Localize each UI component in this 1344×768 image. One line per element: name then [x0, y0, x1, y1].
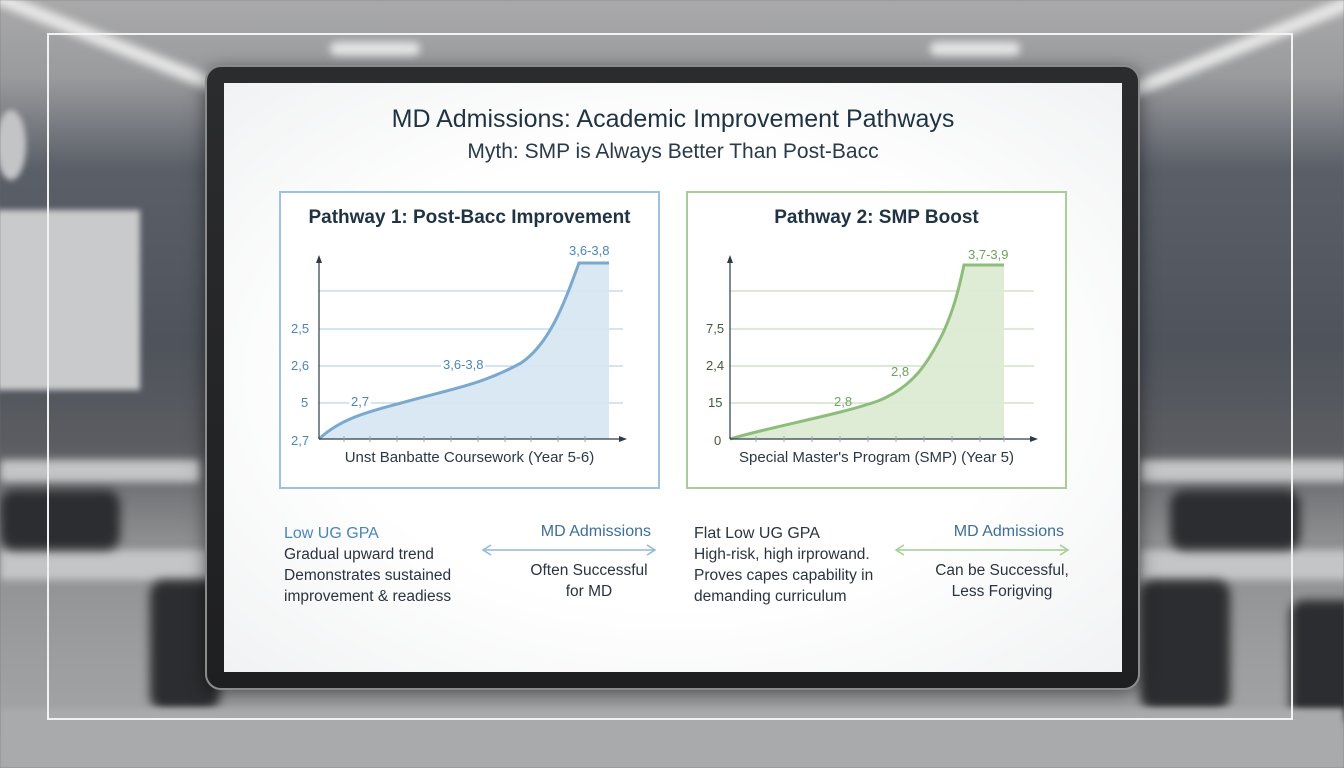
desk [0, 460, 200, 482]
data-annotation: 3,7-3,9 [968, 247, 1009, 262]
ceiling-light [330, 42, 420, 56]
pathway-2-outcome: MD Admissions Can be Successful, Less Fo… [892, 523, 1072, 602]
chair [1170, 490, 1300, 550]
data-annotation: 2,8 [834, 394, 853, 409]
y-tick-label: 2,6 [291, 358, 310, 373]
description-line: improvement & readiess [284, 588, 452, 605]
y-tick-label: 7,5 [706, 321, 725, 336]
y-tick-label: 15 [708, 395, 723, 410]
slide-screen: MD Admissions: Academic Improvement Path… [224, 83, 1122, 672]
pathway-2-outcome-result-2: Less Forigving [951, 583, 1053, 600]
data-annotation: 2,8 [891, 364, 910, 379]
slide-subtitle: Myth: SMP is Always Better Than Post-Bac… [467, 140, 879, 163]
y-tick-label: 2,5 [291, 321, 310, 336]
chair [1290, 600, 1344, 720]
chair [0, 490, 120, 550]
description-line: demanding curriculum [694, 588, 847, 605]
pathway-2-heading: Flat Low UG GPA [694, 525, 820, 542]
description-line: Proves capes capability in [694, 567, 874, 584]
slide-title: MD Admissions: Academic Improvement Path… [391, 105, 955, 133]
description-line: High-risk, high irprowand. [694, 546, 870, 563]
pathway-1-heading: Low UG GPA [284, 525, 379, 542]
description-line: Gradual upward trend [284, 546, 434, 563]
pathway-2-outcome-result-1: Can be Successful, [935, 562, 1069, 579]
y-tick-label: 2,7 [291, 433, 310, 448]
pathway-2-description: Flat Low UG GPA High-risk, high irprowan… [694, 523, 873, 607]
monitor-bezel: MD Admissions: Academic Improvement Path… [205, 65, 1140, 690]
pathway-1-chart [316, 255, 627, 442]
data-annotation: 3,6-3,8 [569, 243, 610, 258]
chair [1140, 580, 1230, 710]
desk [1140, 550, 1344, 580]
pathway-1-outcome-result-1: Often Successful [530, 562, 648, 579]
double-arrow-icon [481, 544, 657, 556]
data-annotation: 3,6-3,8 [441, 357, 486, 372]
data-annotation: 2,7 [349, 394, 372, 409]
photo-frame-border [47, 33, 1293, 720]
desk [1140, 460, 1344, 482]
pathway-2-panel: Pathway 2: SMP Boost [686, 191, 1067, 489]
pathway-1-outcome-label: MD Admissions [540, 523, 651, 540]
pathway-1-panel: Pathway 1: Post-Bacc Improvement [279, 191, 660, 489]
y-tick-label: 5 [301, 395, 309, 410]
y-tick-label: 0 [714, 433, 722, 448]
pathway-1-description: Low UG GPA Gradual upward trend Demonstr… [284, 523, 451, 607]
desk [0, 550, 210, 580]
wall-clock [0, 110, 26, 180]
y-tick-label: 2,4 [706, 358, 725, 373]
pathway-1-outcome: MD Admissions Often Successful for MD [479, 523, 659, 602]
pathway-1-outcome-result-2: for MD [565, 583, 613, 600]
ceiling-light [930, 42, 1020, 56]
pathway-2-outcome-label: MD Admissions [953, 523, 1064, 540]
pathway-2-chart [727, 255, 1038, 442]
pathway-1-x-axis-label: Unst Banbatte Coursework (Year 5-6) [344, 449, 595, 466]
description-line: Demonstrates sustained [284, 567, 452, 584]
whiteboard [0, 210, 140, 390]
pathway-2-x-axis-label: Special Master's Program (SMP) (Year 5) [739, 449, 1014, 466]
pathway-1-title: Pathway 1: Post-Bacc Improvement [308, 207, 631, 228]
pathway-2-title: Pathway 2: SMP Boost [774, 207, 979, 228]
double-arrow-icon [894, 544, 1070, 556]
